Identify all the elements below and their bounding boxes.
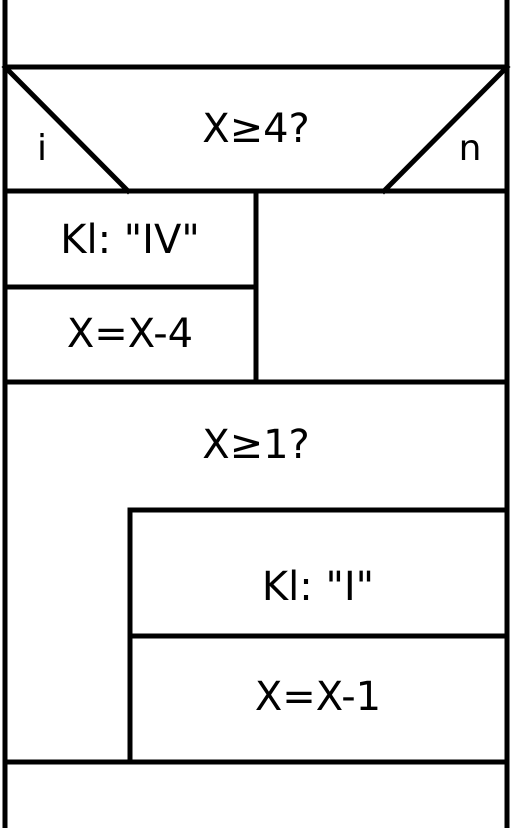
while-body-step-2: X=X-1: [255, 674, 381, 720]
if-yes-label: i: [37, 128, 47, 169]
if-yes-step-1: Kl: "IV": [60, 217, 200, 263]
while-block: X≥1? Kl: "I" X=X-1: [2, 422, 510, 765]
if-no-label: n: [459, 128, 482, 169]
while-condition: X≥1?: [202, 422, 310, 468]
if-block: X≥4? i n Kl: "IV" X=X-4: [1, 63, 511, 385]
if-right-diagonal: [380, 63, 511, 195]
if-left-diagonal: [1, 63, 132, 195]
while-body-step-1: Kl: "I": [262, 564, 374, 610]
if-yes-step-2: X=X-4: [67, 311, 193, 357]
if-condition: X≥4?: [202, 106, 310, 152]
